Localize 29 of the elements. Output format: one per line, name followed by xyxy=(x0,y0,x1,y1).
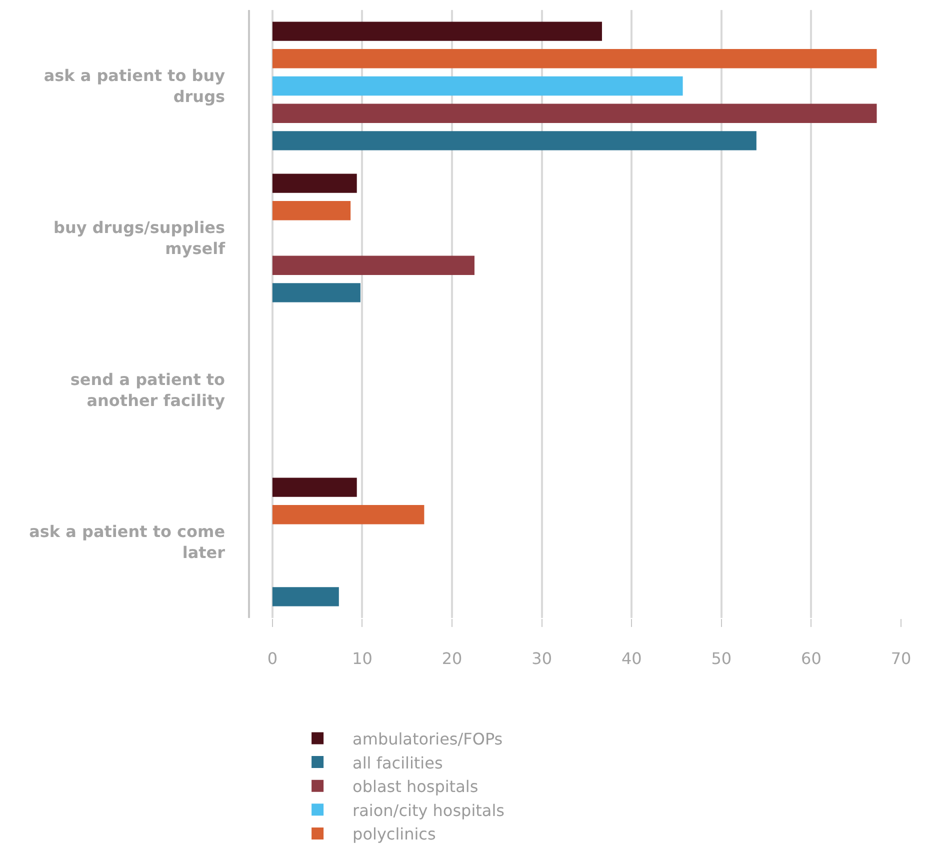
legend-label: ambulatories/FOPs xyxy=(352,730,503,748)
y-tick-label: send a patient to another facility xyxy=(70,370,226,410)
x-tick-label: 40 xyxy=(621,649,642,668)
x-tick-label: 10 xyxy=(352,649,372,668)
bar xyxy=(272,478,357,497)
bar xyxy=(272,283,360,302)
bar xyxy=(272,104,877,123)
x-tick-label: 70 xyxy=(890,649,912,668)
x-tick-label: 30 xyxy=(532,649,552,668)
bar xyxy=(272,49,877,68)
legend-label: polyclinics xyxy=(352,824,436,844)
legend-label: raion/city hospitals xyxy=(352,800,505,820)
x-tick-label: 50 xyxy=(711,649,732,668)
bar xyxy=(272,256,474,275)
legend-label: all facilities xyxy=(352,753,443,772)
y-tick-label: ask a patient to buy drugs xyxy=(44,66,226,106)
x-tick-label: 20 xyxy=(442,649,462,668)
legend-label: oblast hospitals xyxy=(352,777,478,796)
x-tick-label: 0 xyxy=(267,649,278,668)
bar xyxy=(272,174,357,193)
x-tick-label: 60 xyxy=(801,649,822,668)
y-tick-label: buy drugs/supplies myself xyxy=(53,218,226,258)
bar xyxy=(272,131,756,150)
bar xyxy=(272,201,351,220)
bar xyxy=(272,76,683,96)
bar xyxy=(272,587,339,606)
bar xyxy=(272,505,424,524)
bar xyxy=(272,22,602,41)
y-tick-label: ask a patient to come later xyxy=(29,522,226,562)
